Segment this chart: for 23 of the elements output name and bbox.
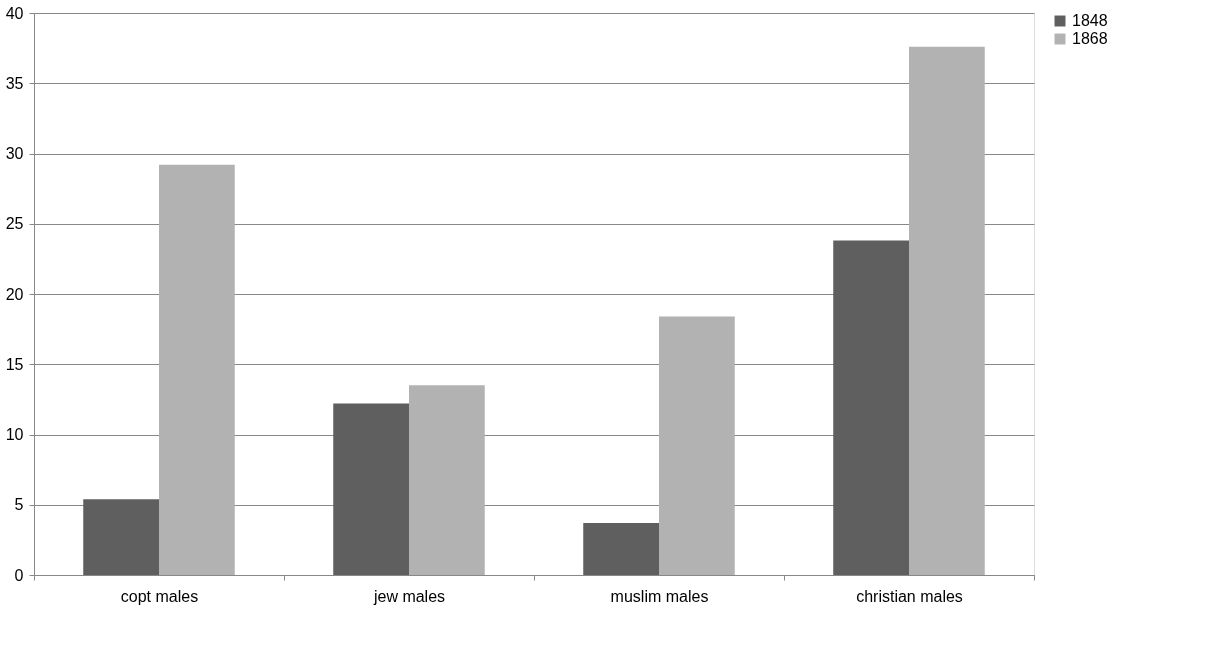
y-tick-label: 0 <box>14 566 24 584</box>
x-tick-label: muslim males <box>610 587 709 605</box>
y-tick-label: 20 <box>5 285 24 303</box>
y-tick-label: 30 <box>5 145 24 162</box>
bar <box>333 403 409 575</box>
bar <box>409 385 485 575</box>
bar <box>583 523 659 575</box>
y-tick-label: 35 <box>5 74 24 92</box>
y-tick-label: 40 <box>5 4 24 22</box>
bar <box>659 316 735 575</box>
bar <box>83 499 159 575</box>
y-tick-label: 5 <box>14 496 24 514</box>
x-tick-label: christian males <box>856 587 963 605</box>
y-tick-label: 15 <box>5 355 24 373</box>
x-tick-label: jew males <box>372 587 446 605</box>
y-tick-label: 10 <box>5 426 24 443</box>
x-tick-label: copt males <box>120 587 199 605</box>
bar <box>833 240 909 575</box>
legend-label: 1868 <box>1072 30 1108 47</box>
bar <box>159 164 235 575</box>
y-tick-label: 25 <box>5 215 24 233</box>
bar <box>909 46 985 575</box>
legend-label: 1848 <box>1072 12 1108 29</box>
